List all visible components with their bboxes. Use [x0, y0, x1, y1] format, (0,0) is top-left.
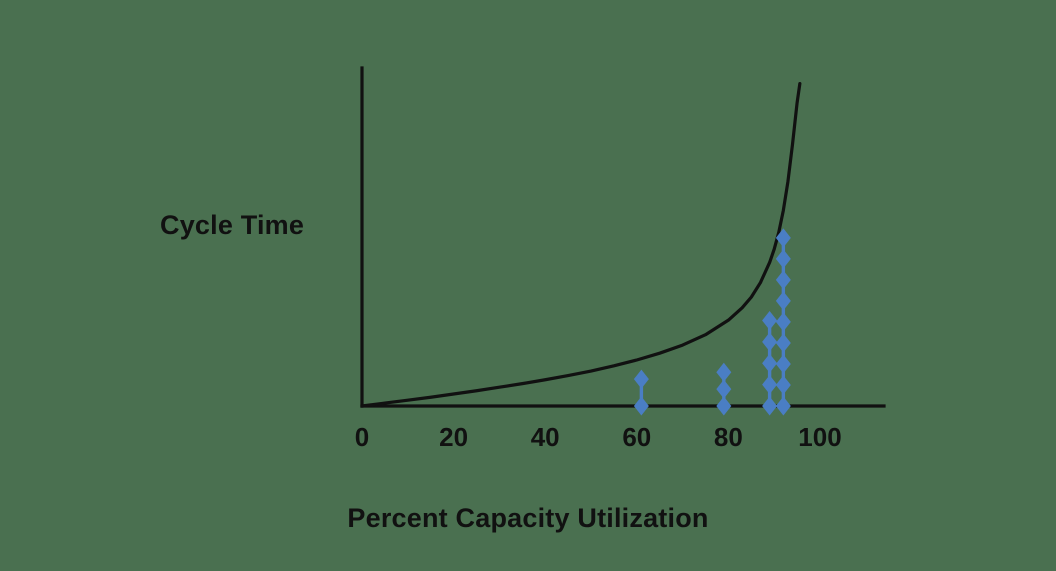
diamond-marker [775, 312, 791, 332]
diamond-marker [775, 270, 791, 290]
diamond-marker [716, 379, 732, 399]
utilization-marker-stem [762, 310, 778, 416]
x-axis-title: Percent Capacity Utilization [347, 503, 709, 533]
diamond-marker [775, 228, 791, 248]
diamond-marker [716, 396, 732, 416]
x-tick-label-20: 20 [439, 422, 469, 452]
diamond-marker [762, 332, 778, 352]
axes [360, 66, 886, 408]
utilization-marker-stem [775, 228, 791, 416]
diamond-marker [762, 353, 778, 373]
x-tick-label-80: 80 [713, 422, 743, 452]
diamond-marker [762, 310, 778, 330]
x-tick-label-40: 40 [530, 422, 560, 452]
diamond-marker [775, 354, 791, 374]
y-axis-title: Cycle Time [160, 210, 305, 240]
diamond-marker [633, 396, 649, 416]
utilization-marker-stem [716, 362, 732, 416]
curve-group [360, 82, 802, 408]
x-tick-label-60: 60 [622, 422, 652, 452]
diamond-marker [775, 396, 791, 416]
x-tick-label-100: 100 [798, 422, 842, 452]
diamond-marker [762, 375, 778, 395]
diamond-marker [775, 333, 791, 353]
diamond-marker [775, 249, 791, 269]
cycle-time-curve [360, 82, 802, 408]
diamond-marker [633, 369, 649, 389]
diamond-marker [775, 375, 791, 395]
utilization-marker-stem [633, 369, 649, 416]
diamond-marker [762, 396, 778, 416]
diamond-marker [775, 291, 791, 311]
x-tick-label-0: 0 [354, 422, 370, 452]
diamond-marker [716, 362, 732, 382]
utilization-marker-stems [633, 228, 791, 416]
